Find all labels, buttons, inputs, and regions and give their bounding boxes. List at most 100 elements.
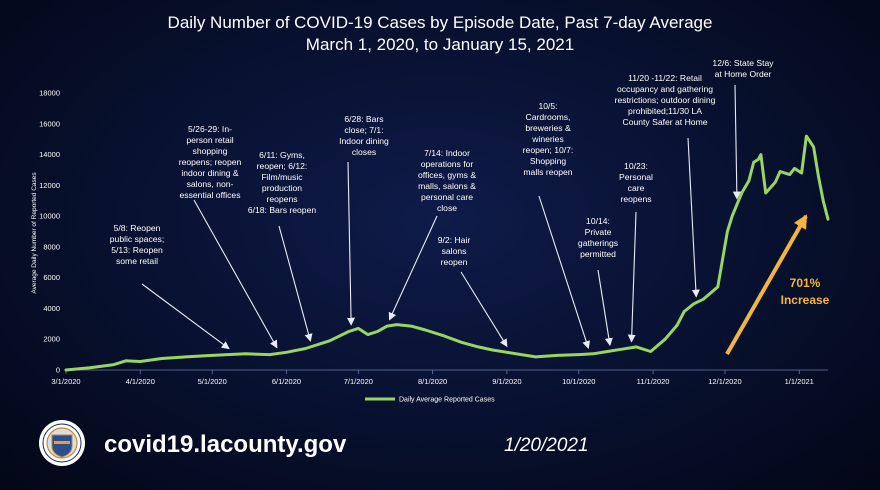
x-tick-label: 7/1/2020 [344,377,373,386]
annotation-text: 5/13: Reopen [111,245,163,255]
x-tick-label: 4/1/2020 [126,377,155,386]
annotation-arrow [193,199,278,349]
x-tick-label: 10/1/2020 [562,377,595,386]
y-tick-label: 0 [56,366,60,375]
legend: Daily Average Reported Cases [365,397,495,404]
seal-shield [51,434,73,458]
annotation-text: public spaces; [110,234,164,244]
annotation-text: wineries [531,134,564,144]
x-tick-label: 12/1/2020 [708,377,741,386]
annotation-text: 6/28: Bars [344,114,383,124]
annotation-arrow [538,195,591,350]
annotation-arrow [627,211,637,343]
annotation-text: reopens [266,194,297,204]
annotation-text: essential offices [180,190,241,200]
annotation-arrow [388,215,438,321]
annotation-text: Personal [619,172,653,182]
annotation-text: County Safer at Home [622,117,707,127]
annotation-text: reopens [620,194,651,204]
seal-band [54,441,70,444]
y-axis-label: Average Daily Number of Reported Cases [31,172,38,294]
x-axis-ticks: 3/1/2020 4/1/2020 5/1/2020 6/1/2020 7/1/2020… [51,370,814,386]
annotation-text: permitted [580,249,616,259]
annotation-arrow [732,84,741,200]
annotation-text: personal care [421,192,473,202]
website-url[interactable]: covid19.lacounty.gov [104,431,347,458]
annotation-text: malls reopen [523,167,572,177]
annotation-text: salons [442,246,467,256]
y-axis-ticks: 0 2000 4000 6000 8000 10000 12000 14000 16000 180… [39,89,60,375]
annotation-text: reopen; 6/12: [257,161,308,171]
y-tick-label: 10000 [39,212,60,221]
x-tick-label: 1/1/2021 [785,377,814,386]
annotation-text: 5/26-29: In- [188,124,232,134]
seal-inner-ring [42,423,82,463]
increase-label: Increase [781,293,830,307]
annotation-text: indoor dining & [181,168,239,178]
annotation-text: close [437,203,457,213]
x-tick-label: 11/1/2020 [637,377,670,386]
y-tick-label: 18000 [39,89,60,98]
chart-title: Daily Number of COVID-19 Cases by Episod… [168,13,713,32]
annotation-text: 11/20 -11/22: Retail [628,73,702,83]
annotation-text: 10/23: [624,161,648,171]
annotation-text: shopping [193,146,228,156]
annotation-text: reopens; reopen [179,157,242,167]
x-tick-label: 5/1/2020 [198,377,227,386]
annotation-arrow [347,161,356,326]
y-tick-label: 16000 [39,119,60,128]
annotation-text: salons, non- [187,179,234,189]
annotation-text: production [262,183,302,193]
annotation-arrow [687,137,700,298]
x-tick-label: 6/1/2020 [272,377,301,386]
annotation-text: breweries & [525,123,571,133]
x-tick-label: 8/1/2020 [418,377,447,386]
annotation-text: reopen; 10/7: [523,145,574,155]
annotation-text: occupancy and gathering [617,84,713,94]
increase-percent: 701% [790,276,821,290]
annotation: 5/26-29: In-person retailshoppingreopens… [179,124,278,349]
x-tick-label: 3/1/2020 [51,377,80,386]
annotation-text: 6/11: Gyms, [259,150,305,160]
annotation-text: close; 7/1: [344,125,383,135]
annotation-text: offices, gyms & [418,170,476,180]
annotation-text: 12/6: State Stay [712,58,774,68]
y-tick-label: 2000 [43,335,60,344]
annotation-text: restrictions; outdoor dining [615,95,716,105]
y-tick-label: 6000 [43,273,60,282]
y-tick-label: 12000 [39,181,60,190]
annotation-text: 10/5: [538,101,557,111]
annotation: 6/11: Gyms,reopen; 6/12:Film/musicproduc… [248,150,317,342]
annotation-text: Indoor dining [339,136,389,146]
daily-average-cases-line [64,134,830,372]
annotation-arrow [460,271,508,348]
annotation-text: 5/8: Reopen [114,223,161,233]
annotation-arrow [597,269,613,347]
x-tick-label: 9/1/2020 [492,377,521,386]
annotation-text: malls, salons & [418,181,476,191]
annotation-arrow [278,225,313,342]
annotation-text: Private [585,227,612,237]
annotation-text: some retail [116,256,158,266]
annotation-text: at Home Order [715,69,772,79]
annotation-text: gatherings [578,238,618,248]
annotation: 10/5:Cardrooms,breweries &wineriesreopen… [523,101,591,350]
annotation-text: closes [352,147,376,157]
annotation-text: 6/18: Bars reopen [248,205,317,215]
annotation-text: reopen [441,257,468,267]
annotation-text: Shopping [530,156,567,166]
legend-label: Daily Average Reported Cases [399,397,495,404]
increase-arrow [725,214,808,355]
annotation-text: operations for [421,159,474,169]
annotation-text: care [628,183,645,193]
